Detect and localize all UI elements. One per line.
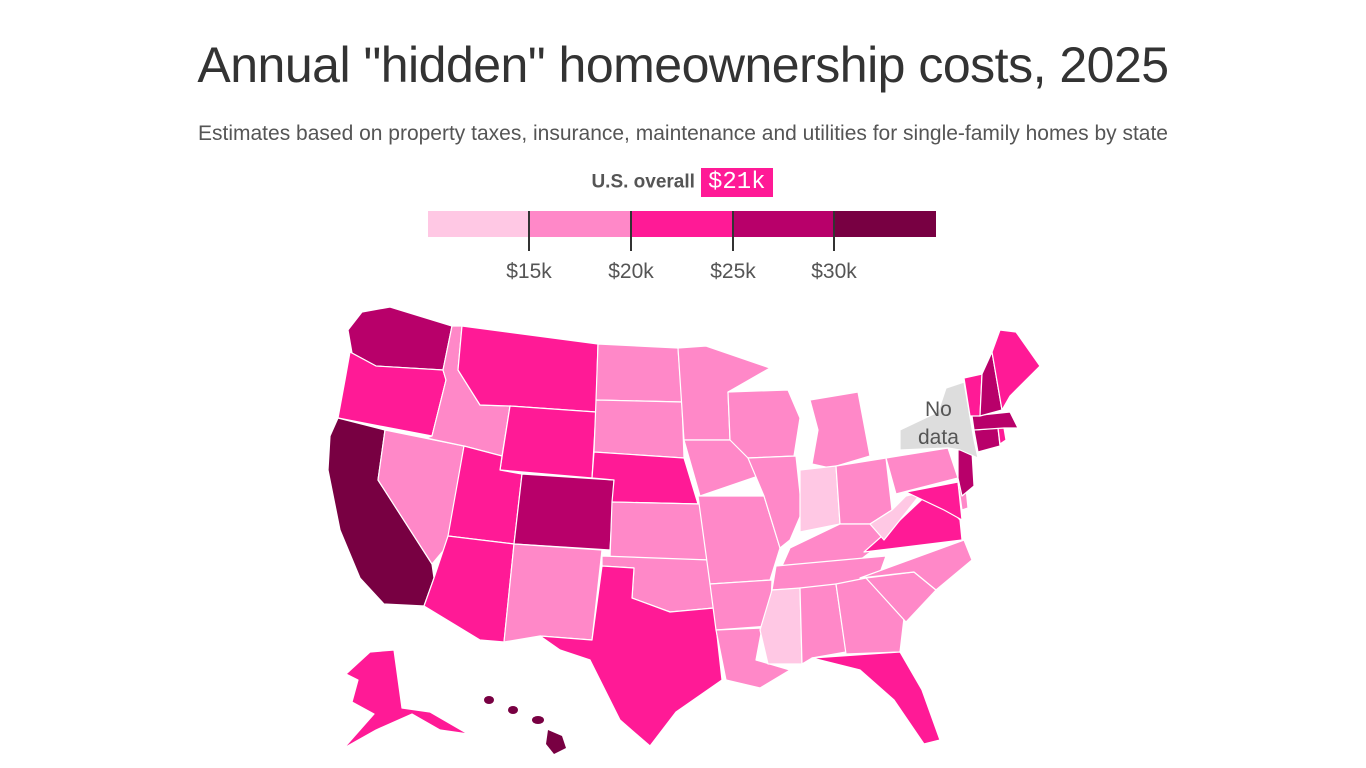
state-RI[interactable] (997, 427, 1007, 445)
no-data-line-1: No (925, 398, 952, 421)
state-ND[interactable] (595, 343, 683, 403)
chart-subtitle: Estimates based on property taxes, insur… (198, 122, 1168, 145)
state-MD[interactable] (905, 481, 963, 521)
state-IL[interactable] (747, 455, 803, 549)
state-CO[interactable] (513, 473, 615, 551)
state-NY[interactable] (899, 381, 979, 459)
state-NM[interactable] (503, 543, 603, 643)
us-overall: U.S. overall $21k (428, 168, 936, 197)
no-data-line-2: data (918, 426, 959, 449)
legend-bin-4 (732, 211, 835, 237)
color-legend: U.S. overall $21k $15k $20k $25k $30k (428, 168, 936, 288)
state-MT[interactable] (457, 325, 599, 413)
legend-tick-label: $15k (506, 260, 552, 283)
state-TX[interactable] (539, 565, 723, 747)
state-MS[interactable] (759, 587, 803, 665)
state-AK[interactable] (343, 649, 469, 749)
state-MO[interactable] (697, 495, 781, 585)
legend-tick (528, 211, 530, 251)
legend-tick-label: $30k (811, 260, 857, 283)
state-GA[interactable] (835, 577, 905, 655)
state-HI[interactable] (484, 696, 566, 754)
no-data-label: No data (918, 396, 959, 452)
state-NC[interactable] (859, 539, 973, 591)
state-MI[interactable] (809, 391, 871, 469)
legend-bin-3 (631, 211, 733, 237)
state-SD[interactable] (593, 399, 685, 459)
state-AL[interactable] (799, 583, 847, 665)
legend-color-bar (428, 211, 936, 237)
state-MA[interactable] (971, 411, 1019, 431)
us-overall-value: $21k (700, 168, 773, 197)
state-OH[interactable] (835, 457, 893, 525)
legend-tick (630, 211, 632, 251)
legend-bin-5 (834, 211, 936, 237)
us-overall-label: U.S. overall (591, 171, 695, 193)
legend-tick-label: $25k (710, 260, 756, 283)
state-WY[interactable] (499, 405, 597, 479)
chart-title: Annual "hidden" homeownership costs, 202… (197, 37, 1169, 93)
state-ME[interactable] (991, 329, 1041, 411)
legend-bin-2 (529, 211, 632, 237)
legend-tick-label: $20k (608, 260, 654, 283)
legend-tick (833, 211, 835, 251)
state-KS[interactable] (609, 501, 709, 561)
state-WI[interactable] (727, 389, 801, 459)
legend-tick (732, 211, 734, 251)
legend-bin-1 (428, 211, 530, 237)
state-IN[interactable] (799, 465, 841, 533)
state-FL[interactable] (811, 651, 941, 745)
state-CT[interactable] (973, 427, 1001, 453)
